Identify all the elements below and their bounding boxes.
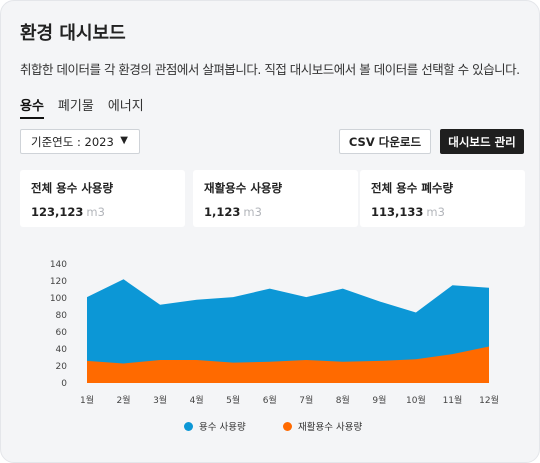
x-tick-label: 2월: [117, 394, 131, 406]
stat-card-recycled-water: 재활용수 사용량 1,123 m3: [193, 170, 358, 227]
legend-dot: [184, 421, 193, 431]
y-tick-label: 0: [61, 379, 67, 389]
series-area-1: [87, 279, 489, 383]
legend-item-water[interactable]: 용수 사용량: [184, 419, 246, 433]
legend-label: 용수 사용량: [199, 422, 246, 433]
stat-value: 1,123 m3: [204, 205, 262, 219]
x-tick-label: 1월: [80, 394, 94, 406]
x-tick-label: 6월: [263, 394, 277, 406]
x-tick-label: 4월: [190, 394, 204, 406]
tab-energy[interactable]: 에너지: [107, 99, 144, 114]
stat-label: 재활용수 사용량: [204, 181, 283, 195]
tab-water[interactable]: 용수: [20, 95, 44, 119]
y-tick-label: 40: [56, 345, 68, 355]
x-tick-label: 10월: [406, 394, 426, 406]
stat-unit: m3: [243, 205, 262, 219]
x-tick-label: 12월: [479, 394, 499, 406]
stat-card-total-water: 전체 용수 사용량 123,123 m3: [20, 170, 185, 227]
legend-item-recycled[interactable]: 재활용수 사용량: [283, 419, 362, 433]
x-tick-label: 9월: [372, 394, 386, 406]
y-tick-label: 100: [50, 294, 67, 304]
stat-label: 전체 용수 사용량: [31, 181, 114, 195]
stat-unit: m3: [426, 205, 445, 219]
stat-unit: m3: [86, 205, 105, 219]
category-tabs: 용수 폐기물 에너지: [20, 95, 158, 119]
y-tick-label: 20: [56, 362, 68, 372]
csv-download-button[interactable]: CSV 다운로드: [339, 129, 431, 154]
legend-label: 재활용수 사용량: [298, 422, 363, 433]
x-tick-label: 11월: [443, 394, 463, 406]
stat-card-wastewater: 전체 용수 폐수량 113,133 m3: [360, 170, 525, 227]
y-tick-label: 80: [56, 311, 68, 321]
dashboard-manage-button[interactable]: 대시보드 관리: [440, 129, 524, 154]
y-tick-label: 60: [56, 328, 68, 338]
stat-value: 113,133 m3: [371, 205, 445, 219]
x-tick-label: 5월: [226, 394, 240, 406]
y-tick-label: 140: [50, 260, 67, 270]
water-usage-area-chart: 0 20 40 60 80 100 120 140 1월 2월 3월 4월 5월 6월 7월 8월 9월 10월 1…: [50, 260, 499, 406]
caret-down-icon: ▼: [120, 135, 128, 146]
stat-label: 전체 용수 폐수량: [371, 181, 454, 195]
legend-dot: [283, 421, 292, 431]
x-tick-label: 8월: [336, 394, 350, 406]
stat-value: 123,123 m3: [31, 205, 105, 219]
x-tick-label: 3월: [153, 394, 167, 406]
tab-waste[interactable]: 폐기물: [57, 99, 94, 114]
year-select[interactable]: 기준연도 : 2023 ▼: [20, 129, 140, 154]
series-area-2: [87, 346, 489, 383]
page-title: 환경 대시보드: [20, 23, 126, 44]
y-tick-label: 120: [50, 277, 67, 287]
year-select-label: 기준연도 : 2023: [31, 134, 114, 149]
x-tick-label: 7월: [299, 394, 313, 406]
page-subtitle: 취합한 데이터를 각 환경의 관점에서 살펴봅니다. 직접 대시보드에서 볼 데…: [20, 62, 520, 77]
